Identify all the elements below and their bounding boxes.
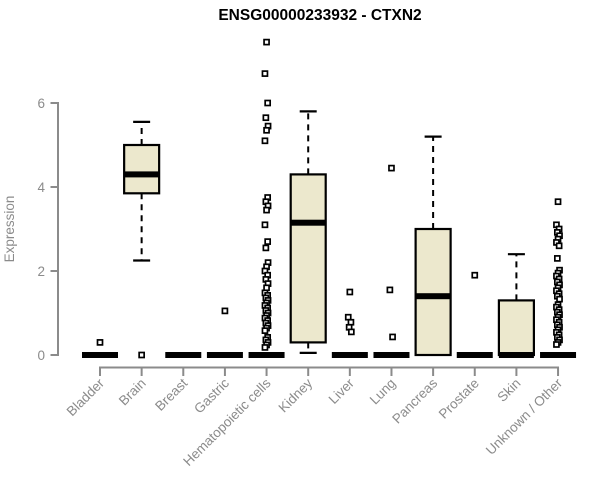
box-breast (165, 352, 202, 358)
outlier-point (221, 307, 229, 315)
y-tick-label: 6 (37, 96, 45, 111)
outlier-point (554, 198, 562, 206)
outlier-point (347, 328, 355, 336)
median-line (498, 352, 534, 358)
outlier-point (262, 244, 270, 252)
box-bladder (82, 339, 118, 358)
box-rect (123, 143, 161, 195)
median-line (415, 293, 451, 300)
outlier-point (261, 137, 269, 145)
outlier-point (138, 351, 145, 359)
median-line (290, 219, 326, 226)
box-hematopoietic-cells (248, 38, 285, 358)
outlier-point (471, 271, 479, 279)
median-line (540, 352, 577, 358)
median-line (456, 352, 493, 358)
median-line (206, 352, 243, 358)
median-line (331, 352, 368, 358)
outlier-point (261, 221, 269, 229)
median-line (373, 352, 410, 358)
y-tick-label: 4 (37, 180, 45, 195)
outlier-point (261, 344, 269, 351)
x-axis (99, 366, 560, 376)
y-axis (50, 102, 59, 356)
y-axis-label: Expression (2, 196, 17, 263)
box-gastric (206, 307, 243, 358)
box-rect (289, 173, 327, 344)
outlier-point (389, 333, 396, 341)
outlier-point (386, 286, 394, 294)
y-tick-label: 0 (37, 348, 45, 363)
box-rect (414, 227, 452, 357)
outlier-point (96, 339, 104, 346)
outlier-point (263, 38, 270, 46)
box-liver (331, 288, 368, 358)
outlier-point (261, 327, 269, 334)
box-rect (497, 299, 535, 357)
outlier-point (264, 238, 272, 245)
box-unknown-other (540, 198, 577, 358)
box-pancreas (414, 135, 452, 357)
outlier-point (263, 126, 270, 134)
box-prostate (456, 271, 493, 358)
outlier-point (388, 164, 395, 172)
median-line (124, 171, 160, 178)
outlier-point (263, 206, 270, 214)
box-kidney (289, 110, 327, 354)
outlier-point (262, 114, 270, 122)
box-brain (123, 120, 161, 359)
box-skin (497, 253, 535, 358)
y-tick-label: 2 (37, 264, 45, 279)
median-line (82, 352, 118, 358)
outlier-point (553, 255, 561, 262)
outlier-point (556, 295, 563, 303)
box-lung (373, 164, 410, 358)
outlier-point (553, 341, 560, 348)
outlier-point (264, 99, 272, 107)
median-line (248, 352, 285, 358)
outlier-point (555, 242, 563, 250)
median-line (165, 352, 202, 358)
outlier-point (346, 288, 354, 296)
outlier-point (261, 70, 269, 77)
chart-title: ENSG00000233932 - CTXN2 (218, 7, 421, 24)
